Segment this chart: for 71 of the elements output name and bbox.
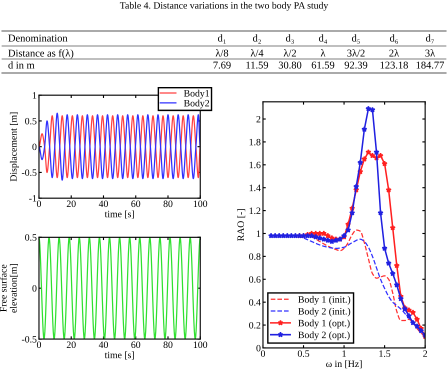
y-axis-title: Free surface elevation[m] [0, 264, 18, 313]
legend-label: Body2 [184, 100, 210, 108]
y-tick-label: -1 [29, 195, 36, 202]
x-tick-label: 0.5 [298, 350, 310, 357]
x-tick-label: 100 [194, 341, 208, 348]
x-tick-label: 40 [98, 341, 108, 348]
y-axis-title: Displacement [m] [10, 112, 19, 182]
y-tick-label: -0.5 [22, 169, 37, 176]
x-tick-label: 20 [66, 341, 76, 348]
x-tick-label: 60 [131, 341, 140, 348]
x-tick-label: 0 [260, 350, 266, 357]
text: 30.80 [278, 62, 302, 69]
x-tick-label: 2 [423, 350, 428, 357]
text: d₅ [352, 34, 360, 44]
x-tick-label: 20 [66, 200, 76, 208]
legend-label: Body 2 (init.) [298, 308, 350, 317]
text: d₄ [318, 34, 328, 44]
text: 3λ/2 [347, 49, 365, 57]
y-tick-label: 0.4 [249, 299, 261, 306]
y-tick-label: 0.5 [25, 234, 37, 241]
y-tick-label: 1.6 [250, 162, 261, 168]
text: Table 4. Distance variations in the two body PA study [120, 2, 328, 11]
text: λ/2 [284, 49, 296, 57]
legend-label: Body1 [184, 90, 209, 99]
y-tick-label: 0.6 [249, 276, 261, 283]
legend-label: Body 2 (opt.) [298, 331, 350, 340]
x-axis-title: time [s] [104, 351, 134, 360]
x-tick-label: 0 [36, 200, 42, 208]
y-tick-label: 0.2 [249, 322, 260, 329]
text: λ/4 [250, 49, 264, 57]
text: 11.59 [246, 62, 268, 69]
text: d₇ [426, 34, 434, 44]
y-tick-label: 1.4 [250, 184, 261, 192]
x-tick-label: 1 [342, 350, 346, 357]
y-tick-label: 0.8 [249, 253, 261, 260]
x-tick-label: 60 [131, 200, 140, 208]
text: d₃ [286, 34, 294, 44]
text: 61.59 [312, 62, 334, 69]
y-tick-label: 1.2 [250, 208, 260, 214]
y-tick-label: -0.5 [22, 336, 37, 343]
y-axis-title: RAO [-] [237, 209, 246, 241]
y-tick-label: 1 [32, 92, 36, 99]
legend-label: Body 1 (opt.) [298, 320, 350, 328]
text: Denomination [8, 34, 68, 42]
text: d in m [8, 61, 34, 69]
y-tick-label: 1 [256, 230, 260, 237]
y-tick-label: 0 [32, 144, 37, 150]
text: 3λ [425, 49, 436, 57]
text: 123.18 [380, 62, 408, 69]
text: 92.39 [344, 62, 368, 69]
text: λ/8 [216, 49, 228, 57]
x-tick-label: 80 [164, 341, 172, 348]
y-tick-label: 0 [32, 285, 37, 292]
text: d₁ [218, 34, 226, 44]
text: d₂ [252, 34, 261, 44]
x-tick-label: 1.5 [379, 350, 390, 357]
text: λ [320, 49, 326, 57]
text: 2λ [389, 49, 400, 57]
y-tick-label: 0.5 [25, 118, 37, 124]
x-axis-title: time [s] [104, 210, 134, 218]
text: Distance as f(λ) [8, 49, 74, 59]
x-axis-title: ω in [Hz] [326, 360, 362, 368]
text: 184.77 [416, 62, 444, 69]
x-tick-label: 100 [194, 200, 208, 208]
text: d₆ [390, 34, 398, 44]
x-tick-label: 40 [98, 200, 108, 208]
text: 7.69 [214, 62, 231, 69]
y-tick-label: 2 [256, 116, 260, 122]
x-tick-label: 80 [164, 200, 172, 208]
legend-label: Body 1 (init.) [298, 296, 350, 305]
y-tick-label: 1.8 [250, 138, 261, 146]
